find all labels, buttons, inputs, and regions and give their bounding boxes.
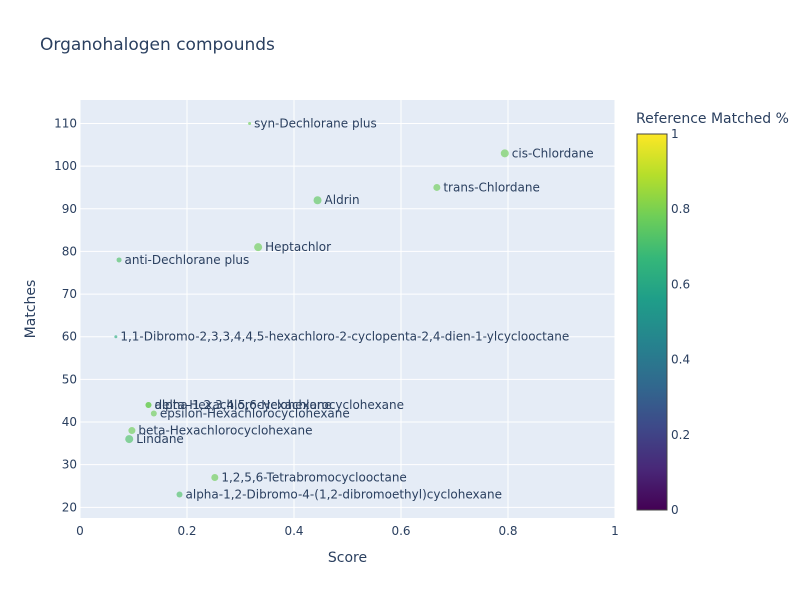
scatter-point xyxy=(211,473,219,481)
scatter-point xyxy=(254,243,263,252)
x-tick-label: 0 xyxy=(76,524,84,538)
y-tick-label: 70 xyxy=(62,287,77,301)
colorbar-tick-label: 0.2 xyxy=(671,428,690,442)
point-label: anti-Dechlorane plus xyxy=(125,253,250,267)
colorbar-tick-label: 0.8 xyxy=(671,202,690,216)
colorbar-tick-label: 0.4 xyxy=(671,353,690,367)
chart-title: Organohalogen compounds xyxy=(40,35,275,55)
scatter-point xyxy=(500,149,509,158)
x-tick-label: 1 xyxy=(611,524,619,538)
scatter-point xyxy=(313,196,322,205)
x-tick-label: 0.4 xyxy=(284,524,303,538)
scatter-point xyxy=(114,335,118,339)
point-label: trans-Chlordane xyxy=(443,180,540,194)
point-label: alpha-1,2,3,4,5,6-Hexachlorocyclohexane xyxy=(154,398,404,412)
scatter-point xyxy=(176,491,183,498)
point-label: cis-Chlordane xyxy=(512,146,594,160)
point-label: epsilon-Hexachlorocyclohexane xyxy=(160,407,350,421)
point-label: 1,1-Dibromo-2,3,3,4,4,5-hexachloro-2-cyc… xyxy=(120,330,569,344)
scatter-point xyxy=(125,435,134,444)
x-tick-label: 0.8 xyxy=(498,524,517,538)
scatter-point xyxy=(433,183,441,191)
y-tick-label: 20 xyxy=(62,500,77,514)
colorbar: Reference Matched % 0 0.2 0.4 0.6 0.8 1 xyxy=(636,111,789,517)
colorbar-tick-label: 0 xyxy=(671,503,679,517)
y-tick-label: 80 xyxy=(62,244,77,258)
y-tick-label: 30 xyxy=(62,458,77,472)
colorbar-tick-label: 1 xyxy=(671,127,679,141)
x-tick-label: 0.2 xyxy=(177,524,196,538)
colorbar-tick-label: 0.6 xyxy=(671,277,690,291)
scatter-point xyxy=(116,257,122,263)
y-tick-label: 50 xyxy=(62,372,77,386)
scatter-point xyxy=(248,121,252,125)
colorbar-gradient xyxy=(636,133,668,511)
y-tick-label: 110 xyxy=(54,116,77,130)
colorbar-ticks: 0 0.2 0.4 0.6 0.8 1 xyxy=(671,127,690,517)
x-tick-label: 0.6 xyxy=(391,524,410,538)
y-tick-label: 100 xyxy=(54,159,77,173)
point-label: Aldrin xyxy=(325,193,360,207)
y-axis-title: Matches xyxy=(23,280,39,339)
grid-lines xyxy=(79,100,616,518)
y-tick-label: 40 xyxy=(62,415,77,429)
y-axis-ticks: 20 30 40 50 60 70 80 90 100 110 xyxy=(54,116,77,514)
plot-area xyxy=(80,100,615,518)
y-tick-label: 90 xyxy=(62,202,77,216)
scatter-point xyxy=(145,401,152,408)
data-points xyxy=(114,121,509,498)
scatter-point xyxy=(150,410,157,417)
point-label: beta-Hexachlorocyclohexane xyxy=(138,424,312,438)
point-label: Heptachlor xyxy=(265,240,331,254)
scatter-point xyxy=(128,427,136,435)
y-tick-label: 60 xyxy=(62,330,77,344)
point-label: syn-Dechlorane plus xyxy=(254,116,377,130)
point-label: alpha-1,2-Dibromo-4-(1,2-dibromoethyl)cy… xyxy=(186,488,502,502)
x-axis-title: Score xyxy=(328,550,367,566)
colorbar-title: Reference Matched % xyxy=(636,111,789,127)
point-label: Lindane xyxy=(136,432,184,446)
point-label: 1,2,5,6-Tetrabromocyclooctane xyxy=(221,470,407,484)
point-labels: syn-Dechlorane plus cis-Chlordane trans-Ch… xyxy=(120,116,593,501)
point-label: delta-Hexachlorocyclohexane xyxy=(154,398,331,412)
x-axis-ticks: 0 0.2 0.4 0.6 0.8 1 xyxy=(76,524,619,538)
